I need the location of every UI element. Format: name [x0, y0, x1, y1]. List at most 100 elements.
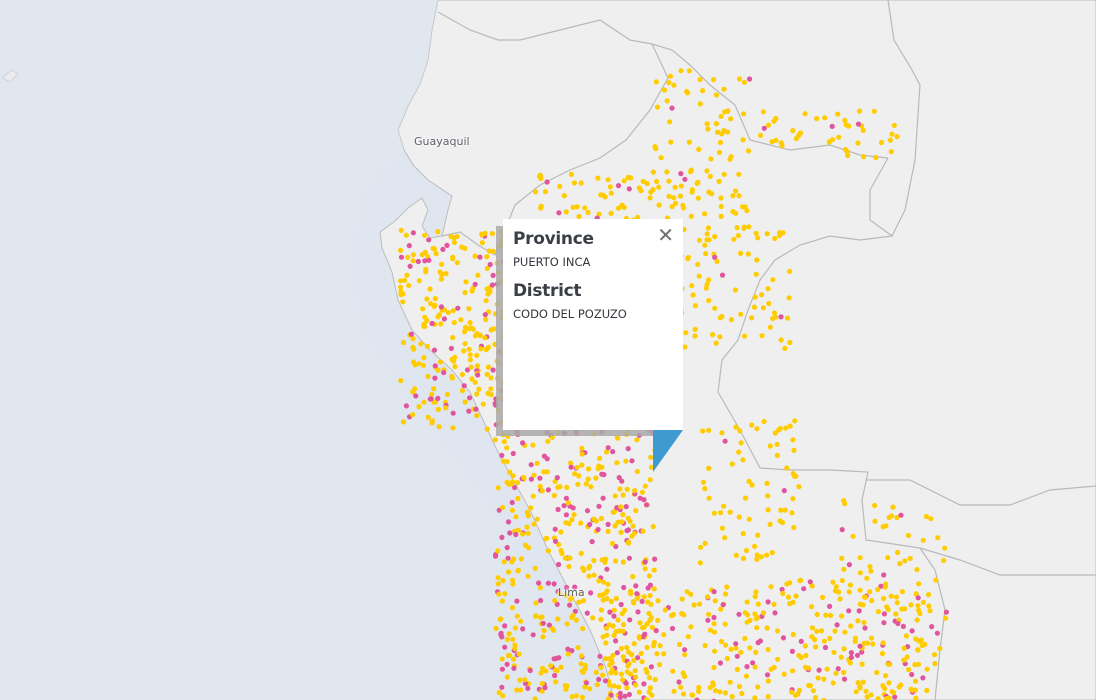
map-point[interactable] [830, 680, 836, 686]
map-point[interactable] [398, 378, 404, 384]
map-point[interactable] [884, 695, 890, 700]
map-point[interactable] [728, 646, 734, 652]
map-point[interactable] [540, 620, 546, 626]
map-point[interactable] [857, 643, 863, 649]
map-point[interactable] [706, 611, 712, 618]
map-point[interactable] [719, 525, 726, 531]
map-point[interactable] [787, 339, 793, 346]
map-point[interactable] [480, 401, 486, 407]
map-point[interactable] [658, 155, 664, 161]
map-point[interactable] [750, 660, 756, 666]
map-point[interactable] [685, 634, 691, 640]
map-point[interactable] [626, 186, 632, 192]
map-point[interactable] [510, 636, 516, 643]
map-point[interactable] [551, 581, 557, 587]
map-point[interactable] [520, 440, 526, 446]
map-point[interactable] [563, 512, 570, 518]
map-point[interactable] [766, 300, 772, 307]
map-point[interactable] [552, 526, 558, 532]
map-point[interactable] [711, 614, 717, 621]
map-point[interactable] [593, 669, 599, 676]
map-point[interactable] [429, 420, 435, 426]
map-point[interactable] [400, 339, 407, 346]
map-point[interactable] [754, 556, 760, 563]
map-point[interactable] [620, 492, 626, 498]
map-point[interactable] [545, 438, 551, 444]
map-point[interactable] [739, 690, 745, 697]
map-point[interactable] [557, 591, 563, 597]
map-point[interactable] [435, 406, 441, 412]
map-point[interactable] [893, 611, 899, 617]
map-point[interactable] [760, 610, 767, 616]
map-point[interactable] [435, 395, 441, 401]
map-point[interactable] [512, 625, 519, 631]
map-point[interactable] [633, 583, 639, 589]
map-point[interactable] [863, 688, 869, 694]
map-point[interactable] [753, 589, 759, 595]
map-point[interactable] [518, 556, 525, 562]
map-point[interactable] [627, 617, 633, 623]
map-point[interactable] [758, 554, 764, 560]
map-point[interactable] [667, 73, 674, 79]
map-point[interactable] [706, 237, 712, 243]
map-point[interactable] [694, 180, 700, 186]
map-point[interactable] [771, 310, 778, 316]
map-point[interactable] [789, 668, 796, 674]
map-point[interactable] [586, 565, 592, 571]
map-point[interactable] [422, 323, 428, 330]
map-point[interactable] [537, 483, 543, 489]
map-point[interactable] [556, 210, 562, 216]
map-point[interactable] [741, 225, 747, 231]
map-point[interactable] [713, 121, 720, 127]
map-point[interactable] [871, 108, 877, 114]
map-point[interactable] [412, 362, 418, 368]
map-point[interactable] [894, 514, 900, 521]
info-popup[interactable]: ✕ Province PUERTO INCA District CODO DEL… [503, 219, 683, 430]
map-point[interactable] [738, 311, 744, 317]
map-point[interactable] [764, 480, 770, 486]
map-point[interactable] [469, 376, 475, 382]
map-point[interactable] [747, 617, 753, 624]
map-point[interactable] [764, 231, 770, 237]
map-point[interactable] [617, 486, 623, 492]
map-point[interactable] [846, 608, 852, 614]
map-point[interactable] [528, 462, 534, 468]
map-point[interactable] [652, 676, 658, 683]
map-point[interactable] [846, 562, 853, 568]
map-point[interactable] [746, 224, 752, 230]
map-point[interactable] [692, 326, 698, 332]
map-point[interactable] [745, 148, 752, 154]
map-point[interactable] [425, 373, 431, 379]
map-point[interactable] [736, 193, 742, 199]
map-point[interactable] [449, 375, 455, 381]
map-point[interactable] [736, 449, 742, 455]
map-point[interactable] [759, 333, 765, 339]
map-point[interactable] [802, 643, 809, 649]
map-point[interactable] [704, 168, 710, 174]
map-point[interactable] [495, 485, 501, 491]
map-point[interactable] [759, 292, 765, 298]
map-point[interactable] [558, 547, 564, 554]
map-point[interactable] [549, 434, 555, 440]
map-point[interactable] [718, 606, 724, 612]
map-point[interactable] [400, 299, 406, 305]
map-point[interactable] [933, 577, 939, 583]
map-point[interactable] [605, 696, 611, 700]
map-point[interactable] [640, 634, 646, 640]
map-point[interactable] [485, 390, 491, 396]
map-point[interactable] [572, 584, 578, 590]
map-point[interactable] [636, 185, 642, 191]
map-point[interactable] [613, 543, 619, 550]
map-point[interactable] [860, 679, 866, 685]
map-point[interactable] [596, 211, 602, 217]
map-point[interactable] [880, 640, 886, 646]
map-point[interactable] [941, 557, 947, 564]
map-point[interactable] [482, 335, 488, 341]
map-point[interactable] [765, 599, 771, 605]
map-point[interactable] [484, 426, 490, 432]
map-point[interactable] [730, 209, 736, 215]
map-point[interactable] [398, 278, 404, 284]
map-point[interactable] [755, 532, 761, 538]
map-point[interactable] [685, 90, 691, 96]
map-point[interactable] [695, 195, 701, 201]
